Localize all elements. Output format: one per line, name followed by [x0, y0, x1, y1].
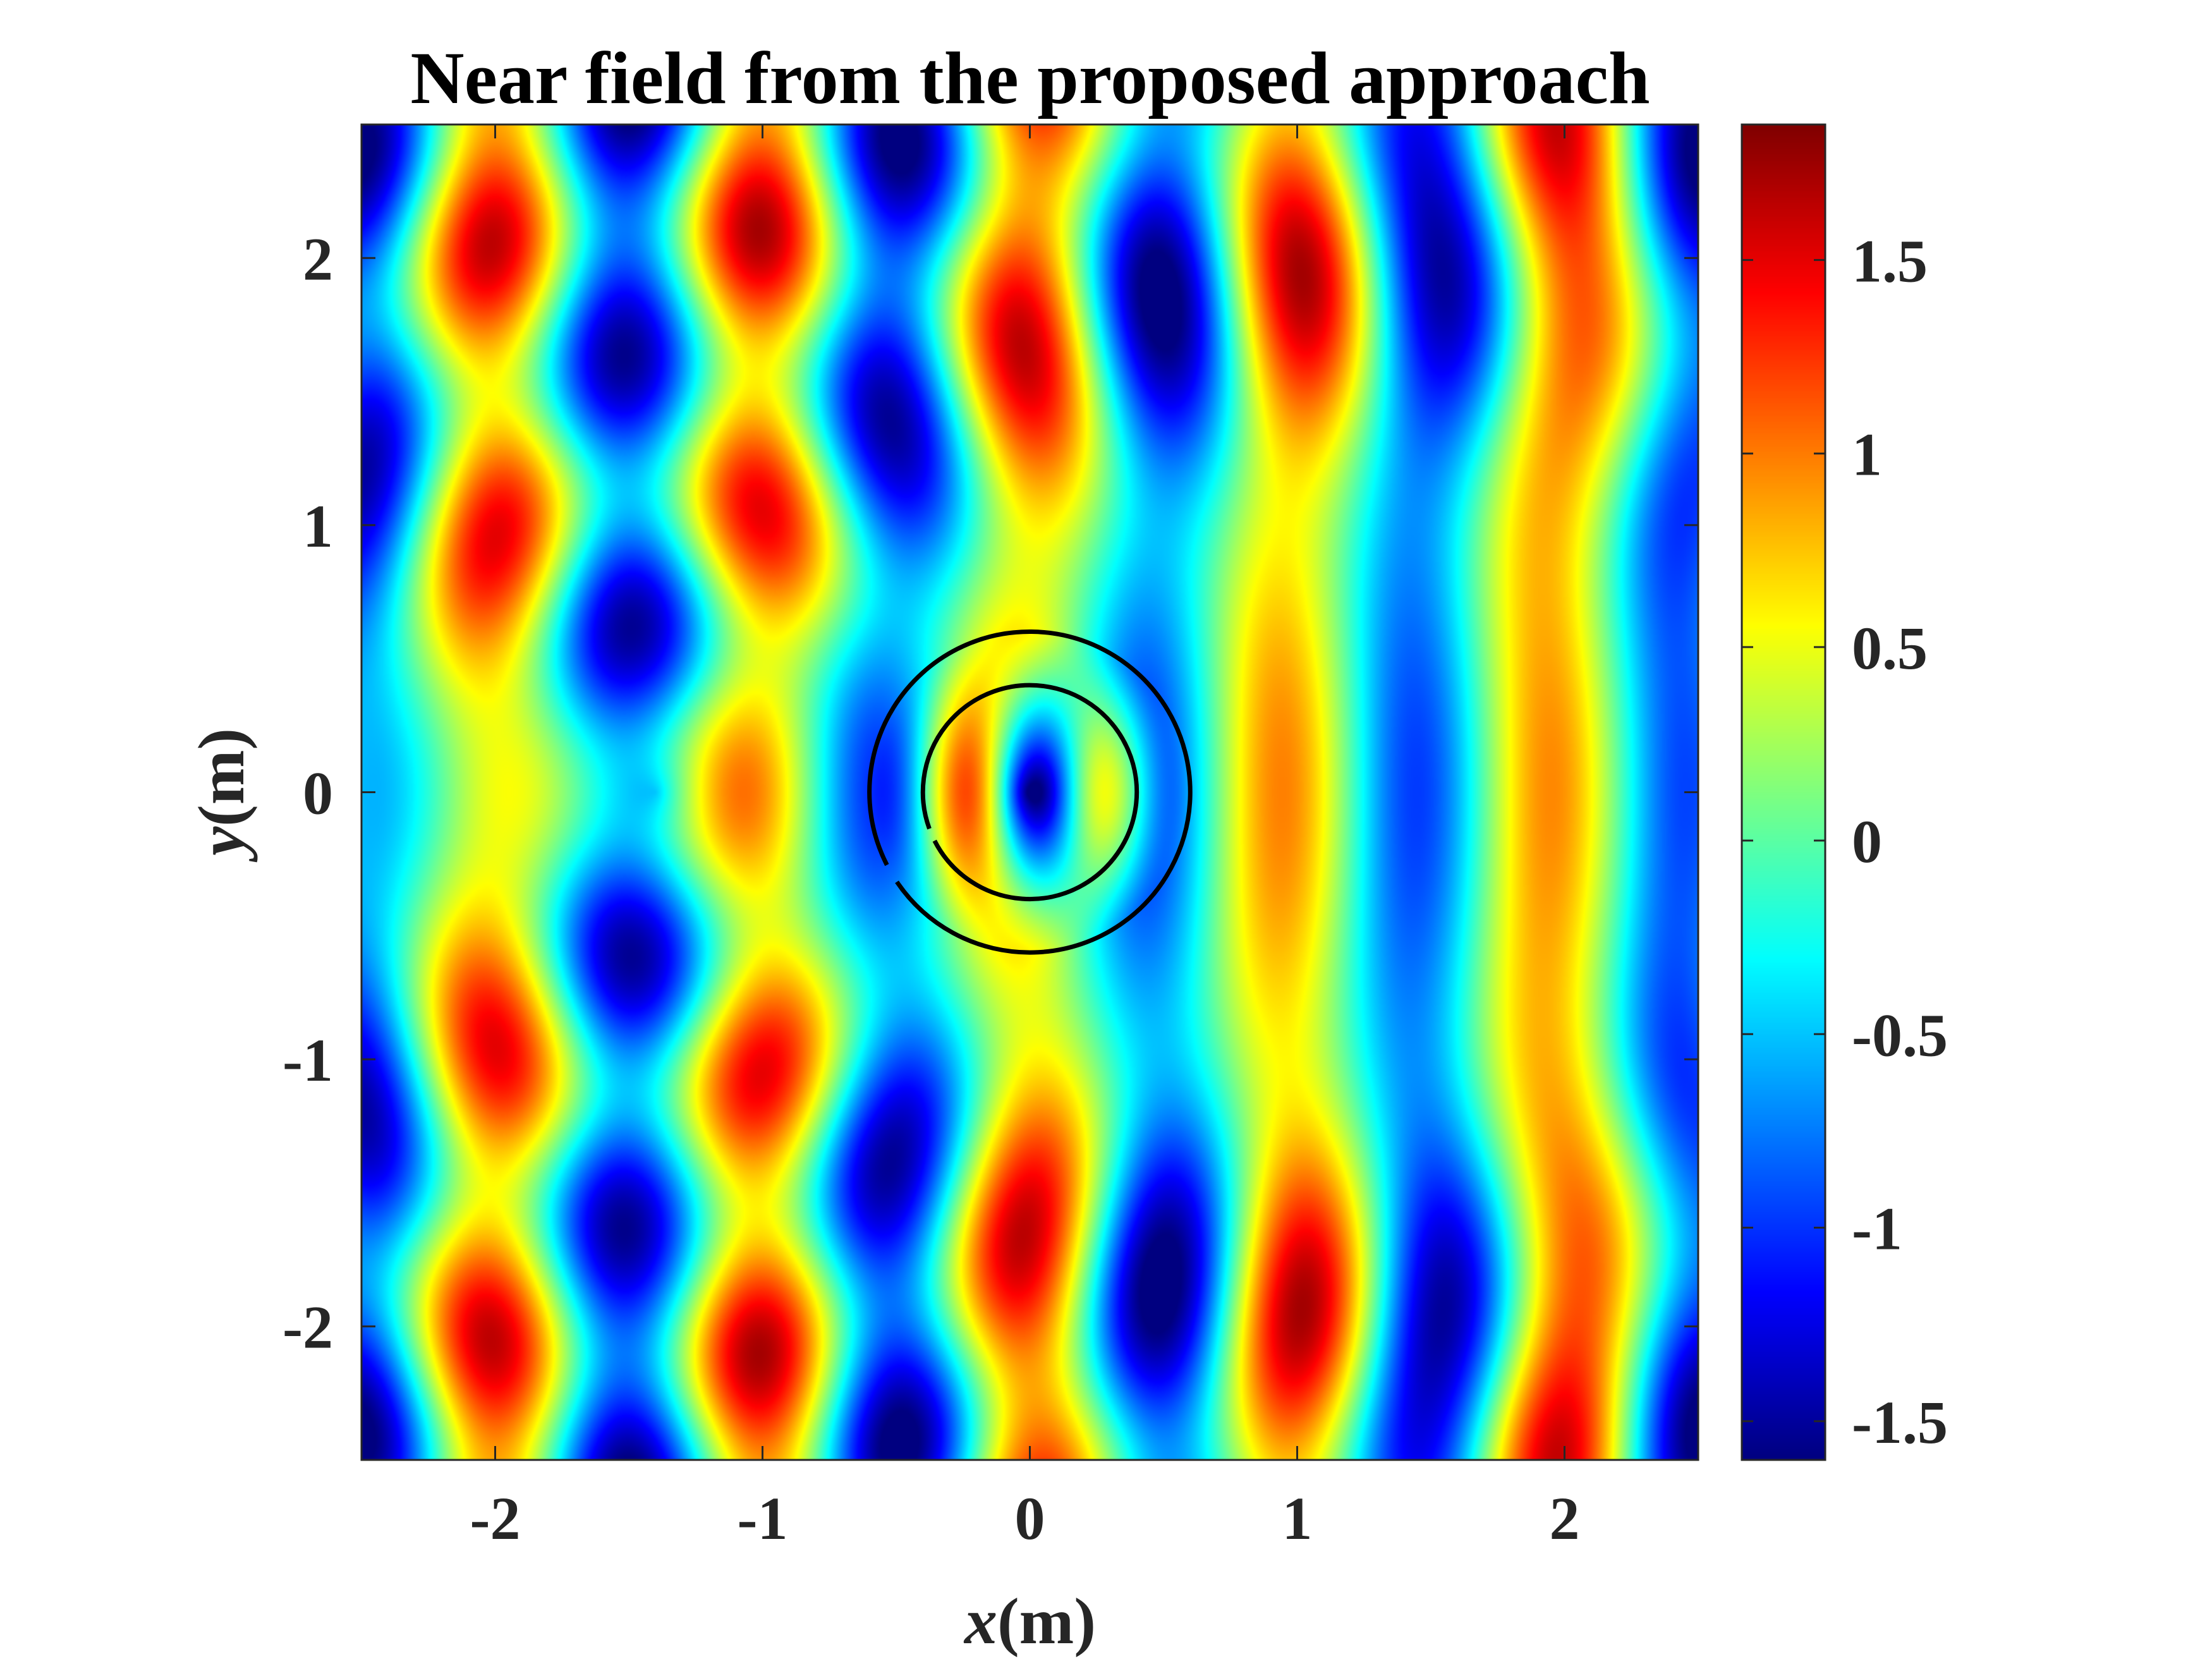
- y-axis-ticks: -2 -1 0 1 2: [283, 225, 1698, 1361]
- colorbar-tick-label: -0.5: [1852, 1001, 1948, 1069]
- x-axis-ticks: -2 -1 0 1 2: [470, 125, 1580, 1552]
- colorbar-tick-label: 0: [1852, 808, 1882, 875]
- colorbar-tick-label: 0.5: [1852, 614, 1928, 682]
- colorbar-tick-label: -1.5: [1852, 1389, 1948, 1456]
- colorbar-frame: [1741, 123, 1826, 1461]
- colorbar-ticks: -1.5 -1 -0.5 0 0.5 1 1.5: [1742, 227, 1948, 1456]
- x-tick-label: -2: [470, 1485, 521, 1552]
- x-tick-label: 2: [1550, 1485, 1580, 1552]
- y-axis-variable: y: [185, 826, 258, 863]
- x-tick-label: 0: [1015, 1485, 1045, 1552]
- x-axis-label: x(m): [963, 1585, 1096, 1658]
- near-field-heatmap: [362, 125, 1698, 1460]
- y-tick-label: -2: [283, 1294, 333, 1361]
- colorbar-tick-label: -1: [1852, 1195, 1902, 1263]
- colorbar-tick-label: 1.5: [1852, 227, 1928, 295]
- x-axis-unit: (m): [997, 1585, 1096, 1658]
- colorbar-tick-label: 1: [1852, 421, 1882, 489]
- x-tick-label: -1: [738, 1485, 788, 1552]
- cloak-boundaries: [867, 629, 1193, 955]
- inner-ring-boundary: [920, 683, 1139, 902]
- outer-ring-boundary: [867, 629, 1193, 955]
- x-axis-variable: x: [963, 1585, 997, 1658]
- y-tick-label: 0: [303, 760, 333, 827]
- y-tick-label: 1: [303, 492, 333, 560]
- y-axis-unit: (m): [185, 728, 258, 827]
- x-tick-label: 1: [1282, 1485, 1313, 1552]
- colorbar-gradient: [1742, 125, 1825, 1460]
- chart-title: Near field from the proposed approach: [410, 37, 1650, 119]
- y-axis-label: y(m): [185, 728, 258, 863]
- y-tick-label: 2: [303, 225, 333, 293]
- plot-frame: [360, 123, 1699, 1461]
- y-tick-label: -1: [283, 1026, 333, 1094]
